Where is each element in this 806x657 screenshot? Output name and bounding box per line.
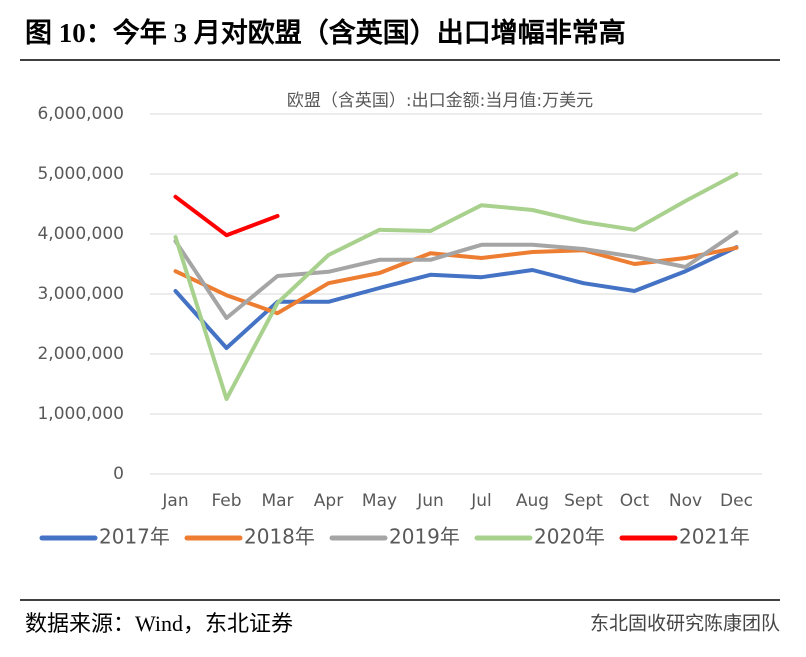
x-tick-label: Sept xyxy=(564,491,603,511)
series-line xyxy=(173,194,280,238)
series-line xyxy=(173,245,739,316)
x-tick-label: May xyxy=(362,491,397,511)
y-tick-label: 6,000,000 xyxy=(37,104,124,124)
chart-title: 欧盟（含英国）:出口金额:当月值:万美元 xyxy=(287,91,593,111)
y-tick-label: 2,000,000 xyxy=(37,344,124,364)
legend-label: 2019年 xyxy=(389,525,460,549)
x-tick-label: Jul xyxy=(470,491,492,511)
x-tick-label: Nov xyxy=(669,491,702,511)
y-tick-label: 0 xyxy=(113,464,124,484)
legend-label: 2020年 xyxy=(534,525,605,549)
x-tick-label: Dec xyxy=(720,491,753,511)
y-tick-label: 1,000,000 xyxy=(37,404,124,424)
figure-title: 图 10：今年 3 月对欧盟（含英国）出口增幅非常高 xyxy=(25,17,626,48)
y-tick-label: 4,000,000 xyxy=(37,224,124,244)
watermark: 东北固收研究陈康团队 xyxy=(590,613,780,635)
legend-label: 2017年 xyxy=(99,525,170,549)
x-tick-label: Mar xyxy=(261,491,293,511)
series-line xyxy=(173,172,739,401)
legend-label: 2018年 xyxy=(244,525,315,549)
source: 数据来源：Wind，东北证券 xyxy=(25,611,293,636)
x-tick-label: Jan xyxy=(161,491,188,511)
y-tick-label: 3,000,000 xyxy=(37,284,124,304)
series-line xyxy=(173,230,739,320)
x-tick-label: Oct xyxy=(620,491,650,511)
y-tick-label: 5,000,000 xyxy=(37,164,124,184)
x-tick-label: Feb xyxy=(211,491,241,511)
x-tick-label: Aug xyxy=(516,491,549,511)
x-tick-label: Jun xyxy=(416,491,444,511)
x-tick-label: Apr xyxy=(314,491,343,511)
legend-label: 2021年 xyxy=(679,525,750,549)
